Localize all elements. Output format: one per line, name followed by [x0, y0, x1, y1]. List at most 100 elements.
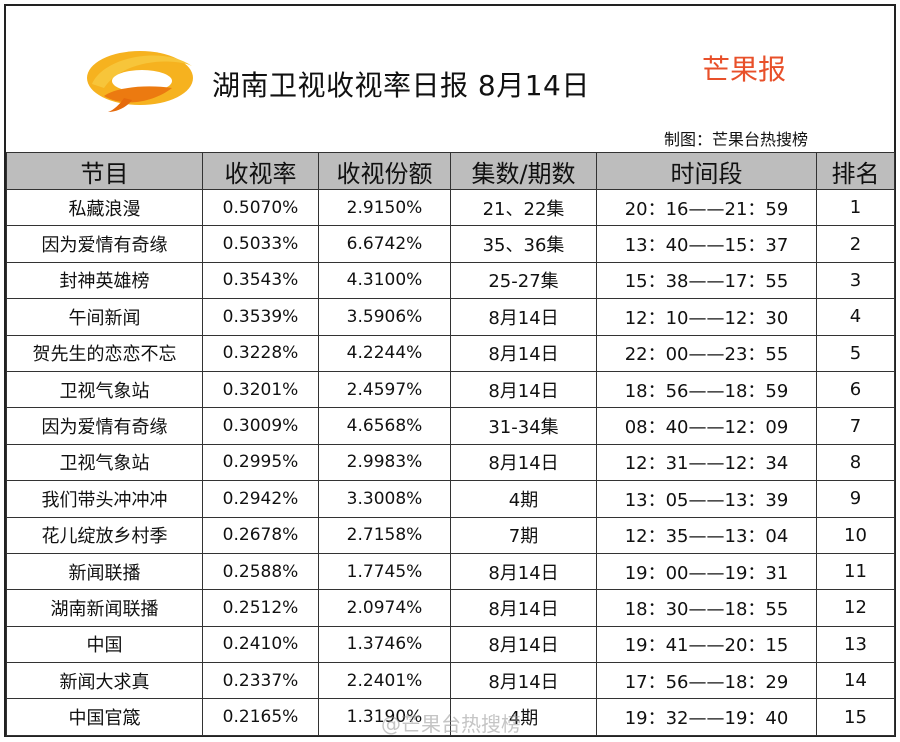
cell-program: 花儿绽放乡村季 [6, 516, 203, 554]
table-row: 新闻联播 0.2588% 1.7745% 8月14日 19：00——19：31 11 [6, 552, 895, 591]
cell-episode: 8月14日 [450, 662, 597, 700]
cell-episode: 21、22集 [450, 188, 597, 227]
cell-time: 12：10——12：30 [596, 298, 817, 336]
cell-episode: 8月14日 [450, 625, 597, 664]
cell-rank: 8 [816, 443, 895, 482]
table-row: 贺先生的恋恋不忘 0.3228% 4.2244% 8月14日 22：00——23：55 5 [6, 334, 895, 372]
cell-time: 19：00——19：31 [596, 552, 817, 591]
cell-time: 15：38——17：55 [596, 261, 817, 300]
cell-time: 17：56——18：29 [596, 662, 817, 700]
cell-program: 湖南新闻联播 [6, 589, 203, 627]
cell-episode: 8月14日 [450, 370, 597, 409]
cell-rating: 0.2942% [202, 480, 319, 518]
cell-program: 封神英雄榜 [6, 261, 203, 300]
cell-time: 20：16——21：59 [596, 188, 817, 227]
cell-time: 12：35——13：04 [596, 516, 817, 554]
table-row: 我们带头冲冲冲 0.2942% 3.3008% 4期 13：05——13：39 9 [6, 480, 895, 518]
cell-share: 2.2401% [318, 662, 451, 700]
ratings-table: 节目 收视率 收视份额 集数/期数 时间段 排名 私藏浪漫 0.5070% 2.91… [6, 152, 895, 736]
cell-episode: 8月14日 [450, 334, 597, 372]
cell-program: 卫视气象站 [6, 370, 203, 409]
table-row: 花儿绽放乡村季 0.2678% 2.7158% 7期 12：35——13：04 10 [6, 516, 895, 554]
cell-rank: 4 [816, 298, 895, 336]
cell-program: 中国官箴 [6, 698, 203, 736]
cell-share: 3.5906% [318, 298, 451, 336]
cell-rank: 6 [816, 370, 895, 409]
cell-rank: 14 [816, 662, 895, 700]
table-row: 因为爱情有奇缘 0.3009% 4.6568% 31-34集 08：40——12：09 7 [6, 407, 895, 445]
cell-time: 22：00——23：55 [596, 334, 817, 372]
cell-episode: 8月14日 [450, 298, 597, 336]
cell-time: 19：41——20：15 [596, 625, 817, 664]
cell-episode: 4期 [450, 698, 597, 736]
table-row: 封神英雄榜 0.3543% 4.3100% 25-27集 15：38——17：55 3 [6, 261, 895, 300]
watermark: @芒果台热搜榜 [381, 712, 521, 736]
cell-program: 我们带头冲冲冲 [6, 480, 203, 518]
table-row: 中国 0.2410% 1.3746% 8月14日 19：41——20：15 13 [6, 625, 895, 664]
cell-share: 3.3008% [318, 480, 451, 518]
cell-time: 08：40——12：09 [596, 407, 817, 445]
table-row: 午间新闻 0.3539% 3.5906% 8月14日 12：10——12：30 4 [6, 298, 895, 336]
cell-time: 19：32——19：40 [596, 698, 817, 736]
cell-rating: 0.3009% [202, 407, 319, 445]
cell-share: 1.7745% [318, 552, 451, 591]
cell-share: 4.2244% [318, 334, 451, 372]
hunan-tv-logo-icon [87, 51, 193, 112]
cell-rating: 0.3228% [202, 334, 319, 372]
table-row: 湖南新闻联播 0.2512% 2.0974% 8月14日 18：30——18：55 12 [6, 589, 895, 627]
cell-rank: 1 [816, 188, 895, 227]
cell-share: 2.4597% [318, 370, 451, 409]
cell-rank: 5 [816, 334, 895, 372]
cell-program: 贺先生的恋恋不忘 [6, 334, 203, 372]
table-row: 因为爱情有奇缘 0.5033% 6.6742% 35、36集 13：40——15：37 2 [6, 225, 895, 263]
cell-share: 2.9983% [318, 443, 451, 482]
cell-rank: 9 [816, 480, 895, 518]
cell-episode: 35、36集 [450, 225, 597, 263]
cell-episode: 8月14日 [450, 589, 597, 627]
cell-rating: 0.3539% [202, 298, 319, 336]
cell-program: 因为爱情有奇缘 [6, 225, 203, 263]
cell-program: 午间新闻 [6, 298, 203, 336]
report-frame: 湖南卫视收视率日报 8月14日 芒果报 制图：芒果台热搜榜 节目 收视率 收视份… [4, 4, 896, 737]
cell-rating: 0.2512% [202, 589, 319, 627]
cell-rating: 0.2337% [202, 662, 319, 700]
cell-rank: 15 [816, 698, 895, 736]
cell-share: 6.6742% [318, 225, 451, 263]
report-header: 湖南卫视收视率日报 8月14日 芒果报 制图：芒果台热搜榜 [6, 6, 894, 151]
cell-rating: 0.5033% [202, 225, 319, 263]
cell-program: 私藏浪漫 [6, 188, 203, 227]
cell-program: 卫视气象站 [6, 443, 203, 482]
cell-rating: 0.2165% [202, 698, 319, 736]
brand-label: 芒果报 [702, 53, 787, 86]
cell-rank: 11 [816, 552, 895, 591]
cell-rating: 0.2588% [202, 552, 319, 591]
cell-program: 新闻大求真 [6, 662, 203, 700]
cell-episode: 8月14日 [450, 552, 597, 591]
cell-episode: 25-27集 [450, 261, 597, 300]
column-header-share: 收视份额 [318, 152, 451, 190]
table-header-row: 节目 收视率 收视份额 集数/期数 时间段 排名 [6, 152, 895, 190]
cell-time: 13：40——15：37 [596, 225, 817, 263]
column-header-rating: 收视率 [202, 152, 319, 190]
cell-share: 2.9150% [318, 188, 451, 227]
table-row: 新闻大求真 0.2337% 2.2401% 8月14日 17：56——18：29 14 [6, 662, 895, 700]
cell-program: 新闻联播 [6, 552, 203, 591]
credit-label: 制图：芒果台热搜榜 [664, 130, 809, 149]
page-title: 湖南卫视收视率日报 8月14日 [212, 69, 590, 102]
cell-rating: 0.3543% [202, 261, 319, 300]
cell-rank: 10 [816, 516, 895, 554]
table-body: 私藏浪漫 0.5070% 2.9150% 21、22集 20：16——21：59 1 因为爱… [6, 188, 895, 736]
cell-time: 12：31——12：34 [596, 443, 817, 482]
cell-rating: 0.3201% [202, 370, 319, 409]
cell-episode: 4期 [450, 480, 597, 518]
column-header-episode: 集数/期数 [450, 152, 597, 190]
cell-share: 1.3746% [318, 625, 451, 664]
cell-program: 中国 [6, 625, 203, 664]
cell-episode: 8月14日 [450, 443, 597, 482]
cell-time: 13：05——13：39 [596, 480, 817, 518]
cell-share: 4.6568% [318, 407, 451, 445]
cell-time: 18：56——18：59 [596, 370, 817, 409]
cell-episode: 31-34集 [450, 407, 597, 445]
cell-rating: 0.2995% [202, 443, 319, 482]
table-row: 私藏浪漫 0.5070% 2.9150% 21、22集 20：16——21：59 1 [6, 188, 895, 227]
